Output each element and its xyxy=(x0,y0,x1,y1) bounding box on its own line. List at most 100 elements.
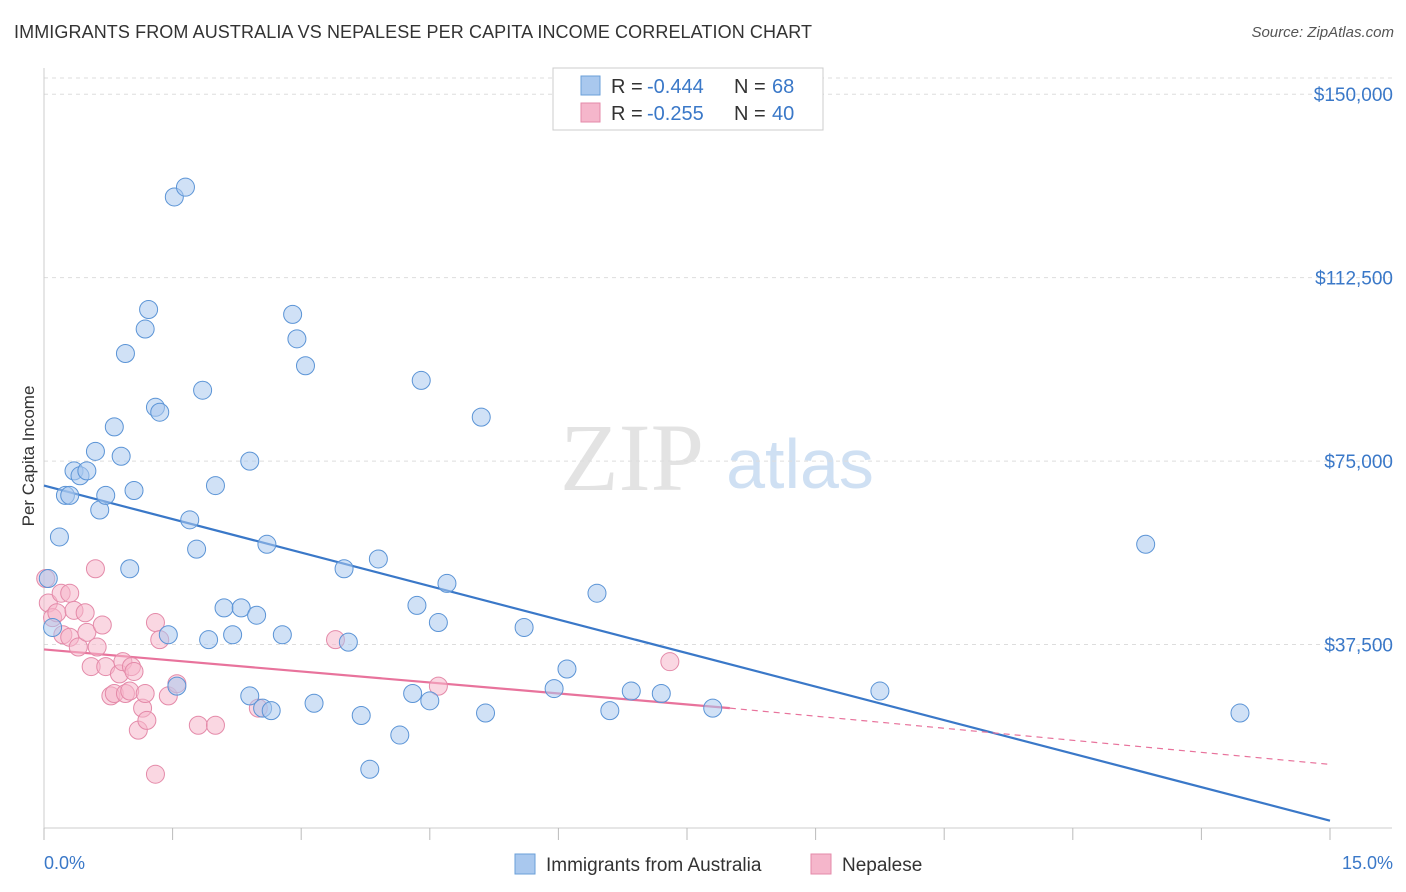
legend-swatch-pink xyxy=(580,102,601,123)
point-nepalese xyxy=(75,603,95,623)
point-australia xyxy=(104,417,124,437)
point-australia xyxy=(272,625,292,645)
point-australia xyxy=(437,573,457,593)
point-nepalese xyxy=(87,637,107,657)
legend-n-label-2: N = xyxy=(734,103,766,125)
point-australia xyxy=(257,534,277,554)
point-australia xyxy=(120,559,140,579)
point-nepalese xyxy=(92,615,112,635)
point-australia xyxy=(38,569,58,589)
point-australia xyxy=(60,485,80,505)
point-australia xyxy=(139,299,159,319)
point-australia xyxy=(214,598,234,618)
legend-box: R = -0.444 N = 68 R = -0.255 N = 40 xyxy=(552,67,824,131)
point-australia xyxy=(231,598,251,618)
point-australia xyxy=(360,759,380,779)
point-australia xyxy=(247,605,267,625)
point-australia xyxy=(870,681,890,701)
legend-n-value-1: 68 xyxy=(772,76,794,98)
gridlines xyxy=(44,77,1392,646)
point-australia xyxy=(180,510,200,530)
point-australia xyxy=(587,583,607,603)
chart-title: IMMIGRANTS FROM AUSTRALIA VS NEPALESE PE… xyxy=(14,22,813,42)
point-australia xyxy=(514,617,534,637)
point-australia xyxy=(411,370,431,390)
legend-r-value-2: -0.255 xyxy=(647,103,704,125)
point-australia xyxy=(96,485,116,505)
point-nepalese xyxy=(660,652,680,672)
point-australia xyxy=(428,613,448,633)
point-nepalese xyxy=(205,715,225,735)
point-australia xyxy=(77,461,97,481)
source-credit: Source: ZipAtlas.com xyxy=(1251,24,1394,41)
point-australia xyxy=(351,705,371,725)
point-australia xyxy=(240,451,260,471)
bottom-legend-label-australia: Immigrants from Australia xyxy=(546,855,762,876)
y-tick-label: $37,500 xyxy=(1324,636,1393,657)
legend-n-value-2: 40 xyxy=(772,103,794,125)
point-australia xyxy=(1136,534,1156,554)
point-australia xyxy=(158,625,178,645)
watermark-zip: ZIP xyxy=(560,404,704,511)
point-australia xyxy=(261,701,281,721)
point-australia xyxy=(187,539,207,559)
bottom-legend-swatch-blue xyxy=(514,853,536,875)
point-australia xyxy=(175,177,195,197)
point-australia xyxy=(471,407,491,427)
point-australia xyxy=(167,676,187,696)
legend-r-label-2: R = xyxy=(611,103,643,125)
watermark-atlas: atlas xyxy=(726,425,874,503)
y-tick-label: $75,000 xyxy=(1324,452,1393,473)
point-australia xyxy=(338,632,358,652)
point-australia xyxy=(283,304,303,324)
point-nepalese xyxy=(77,622,97,642)
legend-r-label-1: R = xyxy=(611,76,643,98)
point-australia xyxy=(240,686,260,706)
trend-line-nepalese-extension xyxy=(729,707,1331,766)
point-australia xyxy=(193,380,213,400)
trend-line-nepalese xyxy=(43,648,730,710)
point-australia xyxy=(1230,703,1250,723)
point-australia xyxy=(544,679,564,699)
point-australia xyxy=(124,480,144,500)
point-australia xyxy=(43,617,63,637)
data-points xyxy=(36,177,1250,784)
y-axis-title: Per Capita Income xyxy=(19,386,38,527)
point-australia xyxy=(199,630,219,650)
bottom-legend-swatch-pink xyxy=(810,853,832,875)
bottom-legend: Immigrants from Australia Nepalese xyxy=(514,853,922,876)
y-tick-label: $112,500 xyxy=(1315,269,1393,290)
point-australia xyxy=(703,698,723,718)
point-australia xyxy=(557,659,577,679)
point-australia xyxy=(621,681,641,701)
legend-swatch-blue xyxy=(580,75,601,96)
point-australia xyxy=(287,329,307,349)
tick-labels: $37,500 $75,000 $112,500 $150,000 0.0% 15.0% xyxy=(44,85,1393,873)
point-australia xyxy=(368,549,388,569)
trend-line-australia xyxy=(43,484,1331,822)
point-australia xyxy=(85,441,105,461)
point-nepalese xyxy=(60,583,80,603)
x-tick-label-max: 15.0% xyxy=(1342,853,1393,873)
x-tick-label-min: 0.0% xyxy=(44,853,85,873)
point-nepalese xyxy=(68,637,88,657)
legend-r-value-1: -0.444 xyxy=(647,76,704,98)
y-tick-label: $150,000 xyxy=(1314,85,1393,106)
point-australia xyxy=(651,683,671,703)
point-australia xyxy=(150,402,170,422)
point-australia xyxy=(223,625,243,645)
point-nepalese xyxy=(137,710,157,730)
point-australia xyxy=(420,691,440,711)
point-australia xyxy=(600,701,620,721)
legend-n-label-1: N = xyxy=(734,76,766,98)
point-australia xyxy=(111,446,131,466)
point-australia xyxy=(390,725,410,745)
point-nepalese xyxy=(188,715,208,735)
point-nepalese xyxy=(145,764,165,784)
point-australia xyxy=(295,356,315,376)
bottom-legend-label-nepalese: Nepalese xyxy=(842,855,922,876)
point-australia xyxy=(403,683,423,703)
point-australia xyxy=(407,595,427,615)
point-nepalese xyxy=(124,661,144,681)
